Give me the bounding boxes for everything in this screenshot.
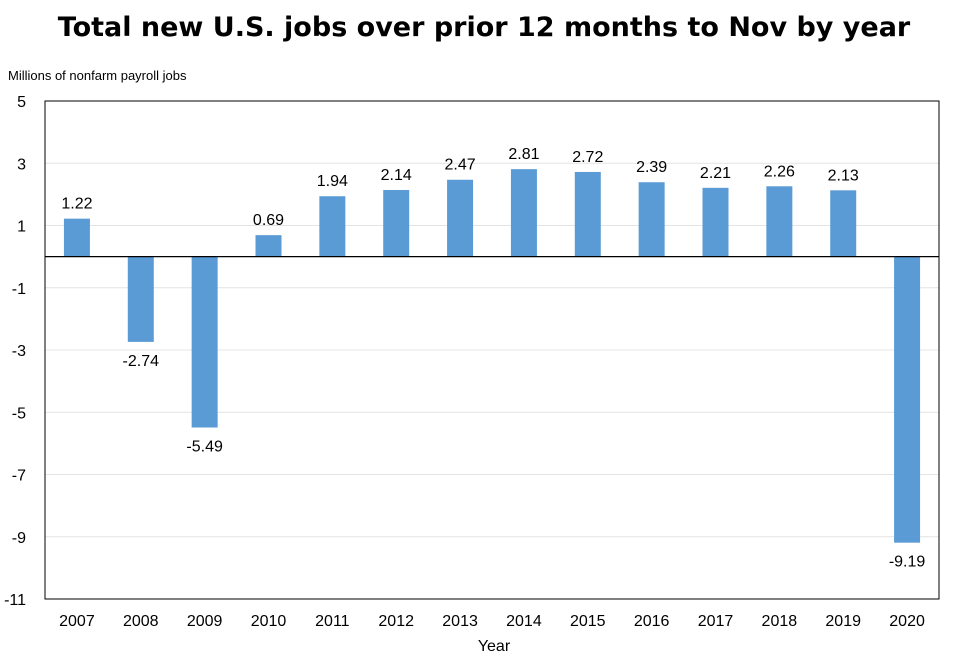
x-tick-label: 2007 — [59, 613, 95, 630]
data-label: 2.13 — [828, 167, 859, 184]
x-tick-label: 2020 — [889, 613, 925, 630]
x-tick-label: 2016 — [634, 613, 670, 630]
plot-frame — [44, 100, 940, 600]
gridlines — [45, 100, 939, 600]
y-tick-label: -1 — [12, 281, 26, 298]
x-tick-label: 2009 — [187, 613, 223, 630]
data-label: -2.74 — [123, 353, 160, 370]
x-tick-label: 2019 — [825, 613, 861, 630]
data-label: -5.49 — [186, 439, 223, 456]
x-tick-label: 2014 — [506, 613, 542, 630]
bars — [63, 169, 921, 543]
bar-2020 — [894, 256, 921, 543]
x-tick-label: 2012 — [378, 613, 414, 630]
data-label: 2.72 — [572, 149, 603, 166]
x-tick-label: 2011 — [315, 613, 350, 630]
bar-2014 — [510, 169, 537, 257]
y-tick-label: 3 — [17, 156, 26, 173]
data-labels: 1.22 -2.74 -5.49 0.69 1.94 2.14 2.47 2.81 2.72 2.… — [61, 146, 925, 571]
bar-2015 — [574, 171, 601, 257]
y-tick-label: 1 — [17, 219, 26, 236]
bar-2019 — [830, 190, 857, 257]
bar-2013 — [447, 179, 474, 257]
data-label: 2.47 — [445, 157, 476, 174]
y-tick-label: -3 — [12, 343, 26, 360]
bar-2017 — [702, 187, 729, 257]
bar-2018 — [766, 186, 793, 257]
bar-2016 — [638, 182, 665, 257]
y-tick-label: -7 — [12, 468, 26, 485]
data-label: 2.21 — [700, 165, 731, 182]
chart-title: Total new U.S. jobs over prior 12 months… — [58, 12, 911, 43]
x-axis-label: Year — [478, 638, 511, 655]
bar-2009 — [191, 256, 218, 428]
y-tick-label: -9 — [12, 530, 26, 547]
x-tick-label: 2018 — [762, 613, 798, 630]
data-label: 2.39 — [636, 159, 667, 176]
bar-2007 — [63, 218, 90, 257]
data-label: -9.19 — [889, 554, 926, 571]
data-label: 0.69 — [253, 212, 284, 229]
bar-2010 — [255, 235, 282, 257]
data-label: 1.22 — [61, 196, 92, 213]
y-tick-label: 5 — [17, 94, 26, 111]
data-label: 2.14 — [381, 167, 412, 184]
x-axis-ticks: 2007 2008 2009 2010 2011 2012 2013 2014 2015 2016… — [59, 613, 925, 630]
y-axis-ticks: 5 3 1 -1 -3 -5 -7 -9 -11 — [4, 94, 26, 609]
x-tick-label: 2008 — [123, 613, 159, 630]
unit-label: Millions of nonfarm payroll jobs — [8, 68, 187, 83]
x-tick-label: 2015 — [570, 613, 606, 630]
x-tick-label: 2013 — [442, 613, 478, 630]
data-label: 2.81 — [508, 146, 539, 163]
data-label: 2.26 — [764, 163, 795, 180]
x-tick-label: 2010 — [251, 613, 287, 630]
bar-2011 — [319, 196, 346, 257]
x-tick-label: 2017 — [698, 613, 734, 630]
y-tick-label: -5 — [12, 405, 26, 422]
bar-2012 — [383, 190, 410, 257]
y-tick-label: -11 — [4, 592, 26, 609]
bar-2008 — [127, 256, 154, 342]
data-label: 1.94 — [317, 173, 348, 190]
